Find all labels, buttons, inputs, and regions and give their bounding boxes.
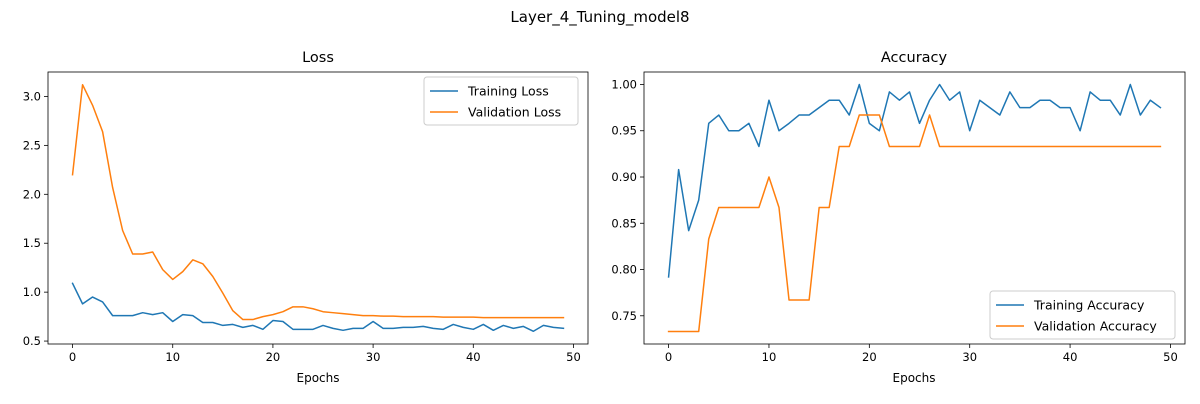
x-axis-label-loss: Epochs bbox=[297, 371, 340, 385]
y-tick-label: 0.80 bbox=[611, 263, 637, 277]
legend-accuracy: Training Accuracy Validation Accuracy bbox=[989, 290, 1176, 340]
series-lines-loss bbox=[71, 83, 565, 333]
legend-item: Validation Loss bbox=[430, 105, 561, 120]
x-tick-label: 0 bbox=[69, 350, 76, 364]
legend-box bbox=[423, 76, 579, 126]
legend-loss: Training Loss Validation Loss bbox=[423, 76, 579, 126]
x-tick-label: 30 bbox=[962, 350, 977, 364]
legend-label: Training Accuracy bbox=[1033, 298, 1145, 313]
series-line-validation-accuracy bbox=[667, 114, 1162, 333]
y-tick-label: 1.00 bbox=[611, 77, 637, 91]
x-tick-label: 20 bbox=[862, 350, 877, 364]
axes-frame-accuracy bbox=[643, 71, 1186, 345]
series-line-training-loss bbox=[71, 282, 565, 333]
series-lines-accuracy bbox=[667, 83, 1162, 333]
x-tick-label: 10 bbox=[762, 350, 777, 364]
x-tick-label: 30 bbox=[366, 350, 381, 364]
x-tick-label: 20 bbox=[266, 350, 281, 364]
accuracy-chart: Accuracy Epochs 0 10 20 30 40 50 0.75 0.80 0.85 0… bbox=[611, 50, 1186, 385]
figure-title: Layer_4_Tuning_model8 bbox=[510, 8, 689, 27]
x-axis-label-accuracy: Epochs bbox=[893, 371, 936, 385]
y-tick-label: 0.90 bbox=[611, 170, 637, 184]
legend-item: Validation Accuracy bbox=[996, 319, 1157, 334]
y-tick-label: 3.0 bbox=[23, 89, 41, 103]
series-line-validation-loss bbox=[71, 83, 565, 321]
y-tick-label: 2.5 bbox=[23, 138, 41, 152]
x-tick-label: 0 bbox=[665, 350, 672, 364]
x-tick-label: 50 bbox=[1163, 350, 1178, 364]
y-tick-label: 1.0 bbox=[23, 285, 41, 299]
legend-box bbox=[989, 290, 1176, 340]
y-tick-label: 0.95 bbox=[611, 124, 637, 138]
legend-item: Training Accuracy bbox=[996, 298, 1145, 313]
chart-title-accuracy: Accuracy bbox=[881, 50, 948, 66]
x-tick-label: 50 bbox=[566, 350, 581, 364]
x-tick-label: 10 bbox=[165, 350, 180, 364]
y-tick-label: 0.85 bbox=[611, 216, 637, 230]
chart-title-loss: Loss bbox=[302, 50, 334, 66]
x-tick-label: 40 bbox=[1063, 350, 1078, 364]
legend-item: Training Loss bbox=[430, 84, 549, 99]
loss-chart: Loss Epochs 0 10 20 30 40 50 0.5 1.0 1.5 2.0 2.5 3.… bbox=[23, 50, 589, 385]
legend-label: Training Loss bbox=[467, 84, 549, 99]
x-tick-label: 40 bbox=[466, 350, 481, 364]
y-tick-label: 0.75 bbox=[611, 309, 637, 323]
y-tick-label: 2.0 bbox=[23, 187, 41, 201]
legend-label: Validation Accuracy bbox=[1034, 319, 1157, 334]
axes-frame-loss bbox=[47, 71, 589, 345]
y-tick-label: 1.5 bbox=[23, 236, 41, 250]
series-line-training-accuracy bbox=[667, 83, 1162, 278]
legend-label: Validation Loss bbox=[468, 105, 561, 120]
y-tick-label: 0.5 bbox=[23, 334, 41, 348]
